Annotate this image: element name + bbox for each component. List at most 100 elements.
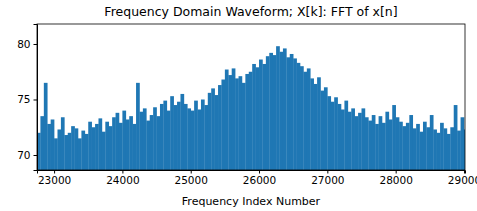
bar (116, 113, 120, 170)
bar (423, 122, 427, 170)
bar (362, 108, 366, 170)
bar (307, 68, 311, 170)
bar (242, 83, 246, 170)
bar (310, 78, 314, 170)
bar (198, 109, 202, 170)
bar (375, 124, 379, 170)
bar (187, 108, 191, 170)
bar (286, 57, 290, 170)
bar (392, 105, 396, 170)
bar (426, 127, 430, 170)
bar (180, 94, 184, 170)
x-tick-label: 26000 (243, 174, 276, 186)
x-tick: 28000 (379, 170, 412, 186)
bar (174, 105, 178, 170)
y-tick-mark (34, 44, 38, 45)
bar (208, 93, 212, 170)
frame (37, 24, 465, 170)
bar (78, 138, 82, 170)
bar (273, 55, 277, 170)
bar (204, 105, 208, 170)
bar (102, 132, 106, 170)
bar (225, 70, 229, 170)
bar (249, 72, 253, 170)
bar (177, 102, 181, 170)
bar (112, 117, 116, 170)
bar (139, 112, 143, 170)
bar (122, 111, 126, 170)
bar (382, 123, 386, 170)
bars (37, 46, 465, 170)
x-tick: 26000 (243, 170, 276, 186)
bar (262, 64, 266, 170)
bar (88, 122, 92, 170)
bar (259, 60, 263, 170)
bar (167, 111, 171, 170)
bar (440, 123, 444, 170)
bar (321, 91, 325, 170)
bar (351, 108, 355, 170)
bar (280, 52, 284, 170)
bar (61, 117, 65, 170)
bar (160, 104, 164, 170)
bar (235, 78, 239, 170)
bar (184, 104, 188, 170)
bar (40, 116, 44, 170)
bar (290, 54, 294, 170)
y-tick-mark (34, 99, 38, 100)
bar (317, 77, 321, 170)
bar (409, 115, 413, 170)
bar (150, 115, 154, 170)
x-tick-label: 28000 (379, 174, 412, 186)
x-tick: 24000 (106, 170, 139, 186)
bar (143, 108, 147, 170)
x-axis-title: Frequency Index Number (182, 195, 321, 208)
x-tick: 23000 (38, 170, 71, 186)
bar (385, 112, 389, 170)
bar (126, 119, 130, 170)
chart: 23000 24000 25000 26000 27000 28000 29000 70 75 8… (0, 0, 477, 211)
bar (389, 119, 393, 170)
bar (399, 122, 403, 170)
bar (300, 66, 304, 170)
x-tick-label: 24000 (106, 174, 139, 186)
bar (344, 101, 348, 170)
bar (85, 134, 89, 170)
bar (355, 116, 359, 170)
y-tick: 80 (17, 38, 37, 50)
plot: 23000 24000 25000 26000 27000 28000 29000 70 75 8… (17, 24, 477, 186)
bar (133, 124, 137, 170)
bar (245, 74, 249, 170)
y-tick: 75 (17, 93, 37, 105)
bar (252, 64, 256, 170)
bar (454, 105, 458, 170)
bar (92, 127, 96, 170)
x-tick: 29000 (448, 170, 477, 186)
bar (211, 88, 215, 170)
x-tick: 27000 (311, 170, 344, 186)
bar (276, 46, 280, 170)
bar (433, 129, 437, 170)
bar (44, 83, 48, 170)
bar (341, 109, 345, 170)
y-axis-line (34, 25, 38, 171)
bar (338, 104, 342, 170)
bar (157, 116, 161, 170)
bar (450, 127, 454, 170)
x-tick: 25000 (175, 170, 208, 186)
bar (129, 116, 133, 170)
x-axis: 23000 24000 25000 26000 27000 28000 29000 (38, 170, 477, 186)
bar (430, 115, 434, 170)
bar (194, 101, 198, 170)
bar (136, 83, 140, 170)
bar (368, 121, 372, 170)
x-tick-label: 29000 (448, 174, 477, 186)
bar (64, 135, 68, 170)
bar (406, 123, 410, 170)
bar (109, 126, 113, 170)
bar (146, 121, 150, 170)
bar (232, 68, 236, 170)
bar (396, 117, 400, 170)
bar (416, 124, 420, 170)
y-tick: 70 (17, 149, 37, 161)
